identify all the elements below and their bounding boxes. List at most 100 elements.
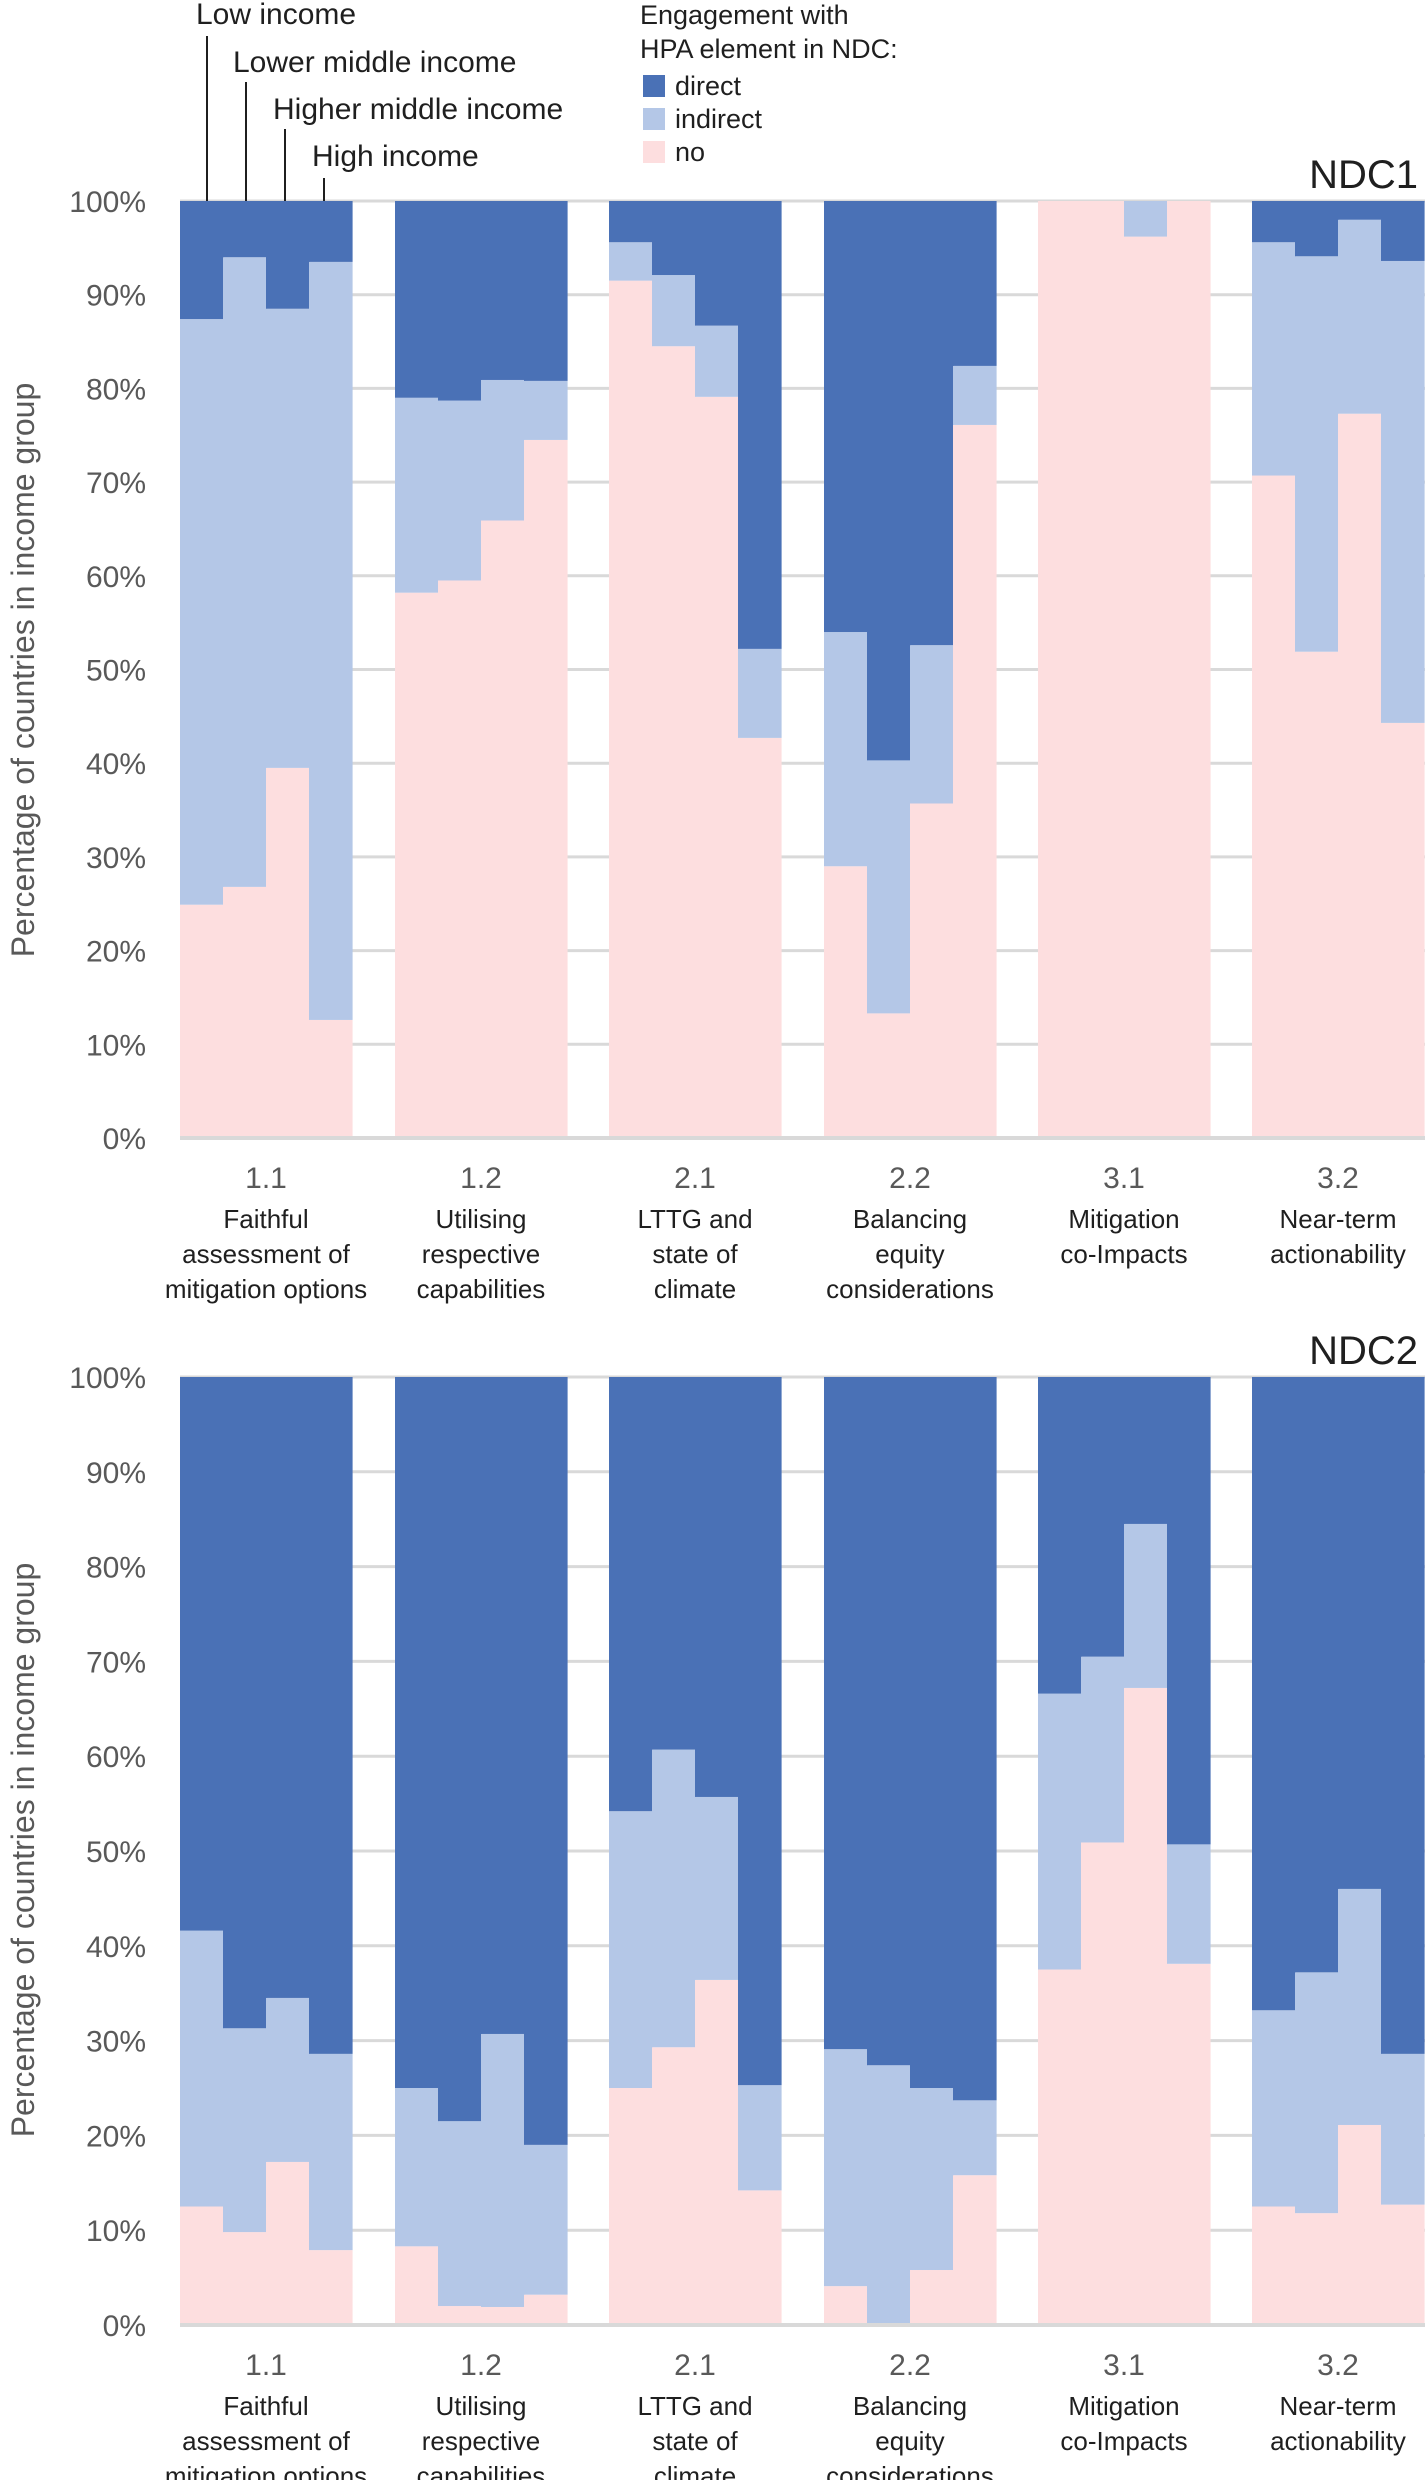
bar-ndc1-3-2-income1-no [1252,475,1296,1138]
category-label-ndc1-3-2-line1: Near-term [1279,1204,1396,1234]
bar-ndc1-2-2-income4-indirect [953,365,997,425]
bar-ndc1-2-1-income3-direct [695,201,739,326]
y-tick-label-ndc1-80: 80% [86,373,146,406]
y-tick-label-ndc2-90: 90% [86,1457,146,1490]
bar-ndc2-1-1-income4-indirect [309,2053,353,2251]
y-tick-label-ndc2-40: 40% [86,1931,146,1964]
bar-ndc2-3-2-income2-no [1295,2213,1339,2325]
bar-ndc1-2-1-income2-direct [652,201,696,276]
bar-ndc2-1-1-income2-no [223,2232,267,2325]
bar-ndc2-2-2-income3-no [910,2270,954,2325]
bar-ndc1-3-2-income1-direct [1252,201,1296,243]
bar-ndc2-2-1-income3-direct [695,1377,739,1797]
category-label-ndc1-1-1-line1: Faithful [223,1204,308,1234]
y-tick-label-ndc1-50: 50% [86,655,146,688]
panel-title-ndc2: NDC2 [1309,1329,1418,1373]
bar-ndc1-3-2-income4-indirect [1381,260,1425,723]
y-tick-label-ndc1-0: 0% [103,1123,146,1156]
axes: 0% 10% 20% 30% 40% 50% 60% 70% 80% 90% 100% 1.1 Fait… [69,186,1425,2480]
bar-ndc2-3-2-income1-direct [1252,1377,1296,2011]
category-label-ndc2-2-1-line3: climate [654,2461,736,2480]
bar-ndc2-2-2-income1-direct [824,1377,868,2050]
bar-ndc1-2-1-income2-indirect [652,275,696,347]
category-label-ndc1-1-2-line3: capabilities [417,1274,546,1304]
bar-ndc2-3-2-income1-indirect [1252,2010,1296,2207]
y-tick-label-ndc2-80: 80% [86,1552,146,1585]
category-label-ndc1-3-1-line1: Mitigation [1068,1204,1179,1234]
panel-title-ndc1: NDC1 [1309,153,1418,197]
category-code-ndc2-3-2: 3.2 [1317,2349,1359,2382]
bar-ndc2-1-2-income2-direct [438,1377,482,2122]
bar-ndc2-3-1-income2-indirect [1081,1656,1125,1843]
bar-ndc1-3-1-income3-no [1124,236,1168,1138]
bar-ndc1-2-2-income2-no [867,1013,911,1138]
bar-ndc2-1-2-income1-indirect [395,2088,439,2247]
bar-ndc2-1-1-income2-indirect [223,2028,267,2233]
bar-ndc2-1-1-income3-no [266,2161,310,2325]
y-tick-label-ndc2-50: 50% [86,1836,146,1869]
bar-ndc1-2-1-income1-direct [609,201,653,243]
bar-ndc2-2-1-income2-direct [652,1377,696,1750]
category-label-ndc2-1-2-line3: capabilities [417,2461,546,2480]
bar-ndc2-1-1-income1-direct [180,1377,224,1931]
bar-ndc1-2-2-income4-direct [953,201,997,366]
bar-ndc2-1-2-income2-no [438,2306,482,2325]
y-tick-label-ndc1-30: 30% [86,842,146,875]
bar-ndc2-3-1-income4-direct [1167,1377,1211,1845]
bar-ndc2-2-2-income3-direct [910,1377,954,2088]
category-label-ndc1-2-1-line2: state of [652,1239,738,1269]
category-label-ndc2-3-1-line1: Mitigation [1068,2391,1179,2421]
category-label-ndc1-2-1-line1: LTTG and [637,1204,752,1234]
category-label-ndc2-3-2-line1: Near-term [1279,2391,1396,2421]
legend-swatch-indirect [643,108,665,130]
bar-ndc1-1-2-income3-indirect [481,379,525,521]
bar-ndc2-1-1-income4-no [309,2250,353,2325]
bar-ndc1-1-1-income3-indirect [266,308,310,768]
category-label-ndc2-2-2-line3: considerations [826,2461,994,2480]
bar-ndc1-1-1-income1-no [180,904,224,1138]
bar-ndc2-2-1-income4-indirect [738,2085,782,2191]
bar-ndc2-3-1-income3-indirect [1124,1523,1168,1688]
y-tick-label-ndc2-100: 100% [69,1362,146,1395]
category-label-ndc2-1-2-line2: respective [422,2426,541,2456]
category-label-ndc1-1-1-line2: assessment of [182,1239,350,1269]
bar-ndc2-1-1-income3-direct [266,1377,310,1998]
bar-ndc2-1-1-income1-no [180,2206,224,2325]
y-tick-label-ndc2-20: 20% [86,2120,146,2153]
bar-ndc1-2-1-income4-no [738,737,782,1138]
bar-ndc1-3-2-income3-direct [1338,201,1382,220]
category-code-ndc1-3-1: 3.1 [1103,1162,1145,1195]
category-label-ndc2-1-1-line3: mitigation options [165,2461,367,2480]
bar-ndc2-3-1-income2-no [1081,1842,1125,2325]
income-label-higher-middle: Higher middle income [273,93,563,126]
bar-ndc2-1-2-income3-direct [481,1377,525,2034]
category-label-ndc1-2-1-line3: climate [654,1274,736,1304]
bar-ndc2-1-2-income3-no [481,2306,525,2325]
bar-ndc2-2-1-income1-direct [609,1377,653,1812]
category-code-ndc1-3-2: 3.2 [1317,1162,1359,1195]
category-code-ndc2-3-1: 3.1 [1103,2349,1145,2382]
bar-ndc2-2-2-income2-indirect [867,2065,911,2325]
bar-ndc2-2-1-income4-direct [738,1377,782,2086]
category-label-ndc2-2-1-line2: state of [652,2426,738,2456]
category-code-ndc1-1-2: 1.2 [460,1162,502,1195]
bar-ndc2-2-1-income3-no [695,1979,739,2325]
bar-ndc1-1-1-income3-no [266,767,310,1138]
legend-label-direct: direct [675,71,742,101]
bar-ndc1-1-2-income3-direct [481,201,525,380]
y-tick-label-ndc1-20: 20% [86,936,146,969]
y-tick-label-ndc2-30: 30% [86,2026,146,2059]
bar-ndc2-1-2-income1-direct [395,1377,439,2088]
y-axis-label-ndc1: Percentage of countries in income group [5,383,41,958]
bar-ndc1-3-1-income2-no [1081,201,1125,1138]
bar-ndc2-3-1-income1-direct [1038,1377,1082,1694]
bar-ndc1-3-2-income4-direct [1381,201,1425,261]
gridlines [180,199,1425,2327]
bar-ndc1-2-1-income4-direct [738,201,782,649]
bar-ndc2-3-2-income4-direct [1381,1377,1425,2054]
bar-ndc1-1-2-income4-direct [524,201,568,381]
bar-ndc2-3-2-income3-no [1338,2124,1382,2325]
bar-ndc2-1-2-income2-indirect [438,2121,482,2307]
bars [180,201,1425,2325]
